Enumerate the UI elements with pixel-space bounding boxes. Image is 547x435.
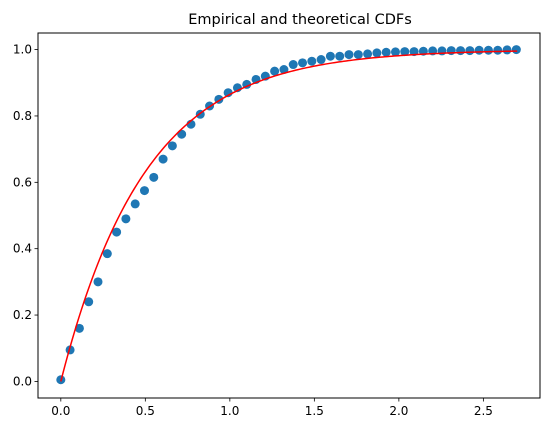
empirical-cdf-point: [149, 172, 159, 182]
empirical-cdf-point: [279, 65, 289, 74]
empirical-cdf-point: [363, 49, 373, 59]
y-tick-label: 0.2: [13, 308, 32, 322]
empirical-cdf-point: [270, 66, 280, 76]
empirical-cdf-point: [325, 51, 335, 61]
empirical-cdf-point: [307, 56, 317, 66]
x-tick-label: 2.0: [389, 404, 408, 418]
chart-title: Empirical and theoretical CDFs: [188, 12, 412, 28]
axes-frame: [37, 32, 541, 399]
empirical-cdf-point: [84, 297, 94, 307]
empirical-cdf-point: [372, 48, 382, 58]
y-tick-label: 0.8: [13, 109, 32, 123]
x-tick-label: 0.0: [51, 404, 70, 418]
empirical-cdf-point: [483, 45, 493, 55]
y-axis: 0.0 0.2 0.4 0.6 0.8 1.0: [13, 43, 38, 388]
empirical-cdf-point: [93, 277, 103, 287]
empirical-cdf-point: [456, 46, 466, 56]
empirical-cdf-point: [74, 323, 84, 333]
empirical-cdf-point: [102, 249, 112, 259]
x-tick-label: 0.5: [136, 404, 155, 418]
empirical-cdf-point: [353, 50, 363, 60]
empirical-cdf-point: [158, 154, 168, 164]
empirical-cdf-point: [381, 47, 391, 57]
empirical-cdf-point: [167, 141, 177, 151]
empirical-cdf-point: [112, 227, 122, 237]
x-tick-label: 1.0: [220, 404, 239, 418]
empirical-cdf-point: [511, 45, 521, 55]
empirical-cdf-point: [446, 46, 456, 56]
empirical-cdf-point: [316, 55, 326, 65]
empirical-cdf-point: [400, 47, 410, 57]
y-tick-label: 0.6: [13, 175, 32, 189]
empirical-cdf-point: [344, 50, 354, 60]
x-tick-label: 1.5: [305, 404, 324, 418]
empirical-cdf-point: [465, 46, 475, 56]
y-tick-label: 0.0: [13, 374, 32, 388]
empirical-cdf-point: [474, 45, 484, 55]
theoretical-cdf-line: [60, 50, 518, 382]
empirical-cdf-point: [298, 58, 308, 68]
empirical-cdf-point: [502, 45, 512, 55]
x-axis: 0.0 0.5 1.0 1.5 2.0 2.5: [51, 398, 493, 418]
empirical-cdf-point: [493, 45, 503, 55]
plot-area: [56, 45, 521, 385]
empirical-cdf-point: [288, 60, 298, 70]
empirical-cdf-point: [121, 214, 131, 224]
x-tick-label: 2.5: [474, 404, 493, 418]
y-tick-label: 0.4: [13, 242, 32, 256]
empirical-cdf-point: [335, 51, 345, 61]
empirical-cdf-point: [130, 199, 140, 209]
empirical-cdf-point: [139, 186, 149, 196]
y-tick-label: 1.0: [13, 43, 32, 57]
empirical-cdf-point: [390, 47, 400, 57]
